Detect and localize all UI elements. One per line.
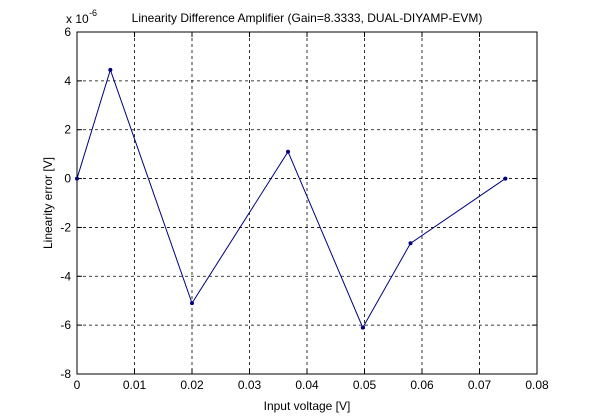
x-tick-label: 0.02 (180, 378, 204, 392)
x-tick-label: 0.05 (353, 378, 377, 392)
horizontal-gridlines (77, 80, 537, 326)
chart-title: Linearity Difference Amplifier (Gain=8.3… (132, 11, 483, 25)
x-tick-label: 0.08 (525, 378, 549, 392)
data-point (75, 176, 79, 181)
x-tick-label: 0.06 (410, 378, 434, 392)
y-tick-label: 6 (64, 25, 71, 39)
y-tick-label: -4 (60, 269, 71, 283)
x-axis-label: Input voltage [V] (264, 399, 351, 413)
x-tick-label: 0.04 (295, 378, 319, 392)
x-tick-label: 0 (74, 378, 81, 392)
x-tick-label: 0.07 (468, 378, 492, 392)
data-point (503, 176, 508, 181)
data-point (108, 67, 113, 72)
data-point (190, 301, 194, 306)
y-multiplier-exponent: -6 (89, 8, 97, 18)
y-multiplier-base: x 10 (66, 12, 89, 26)
x-tick-label: 0.03 (238, 378, 262, 392)
data-point (408, 241, 413, 246)
x-tick-label: 0.01 (123, 378, 147, 392)
y-tick-label: 2 (64, 123, 71, 137)
vertical-gridlines (134, 32, 480, 374)
series-layer (75, 67, 508, 330)
y-axis-ticks: -8 -6 -4 -2 0 2 4 6 (60, 25, 537, 381)
data-point (360, 325, 365, 330)
y-tick-label: -2 (60, 220, 71, 234)
y-axis-label: Linearity error [V] (41, 157, 55, 249)
data-point (286, 149, 291, 154)
x-axis-ticks: 0 0.01 0.02 0.03 0.04 0.05 0.06 0.07 0.08 (74, 32, 549, 392)
y-tick-label: -8 (60, 367, 71, 381)
y-tick-label: 4 (64, 74, 71, 88)
y-tick-label: -6 (60, 318, 71, 332)
y-tick-label: 0 (64, 172, 71, 186)
